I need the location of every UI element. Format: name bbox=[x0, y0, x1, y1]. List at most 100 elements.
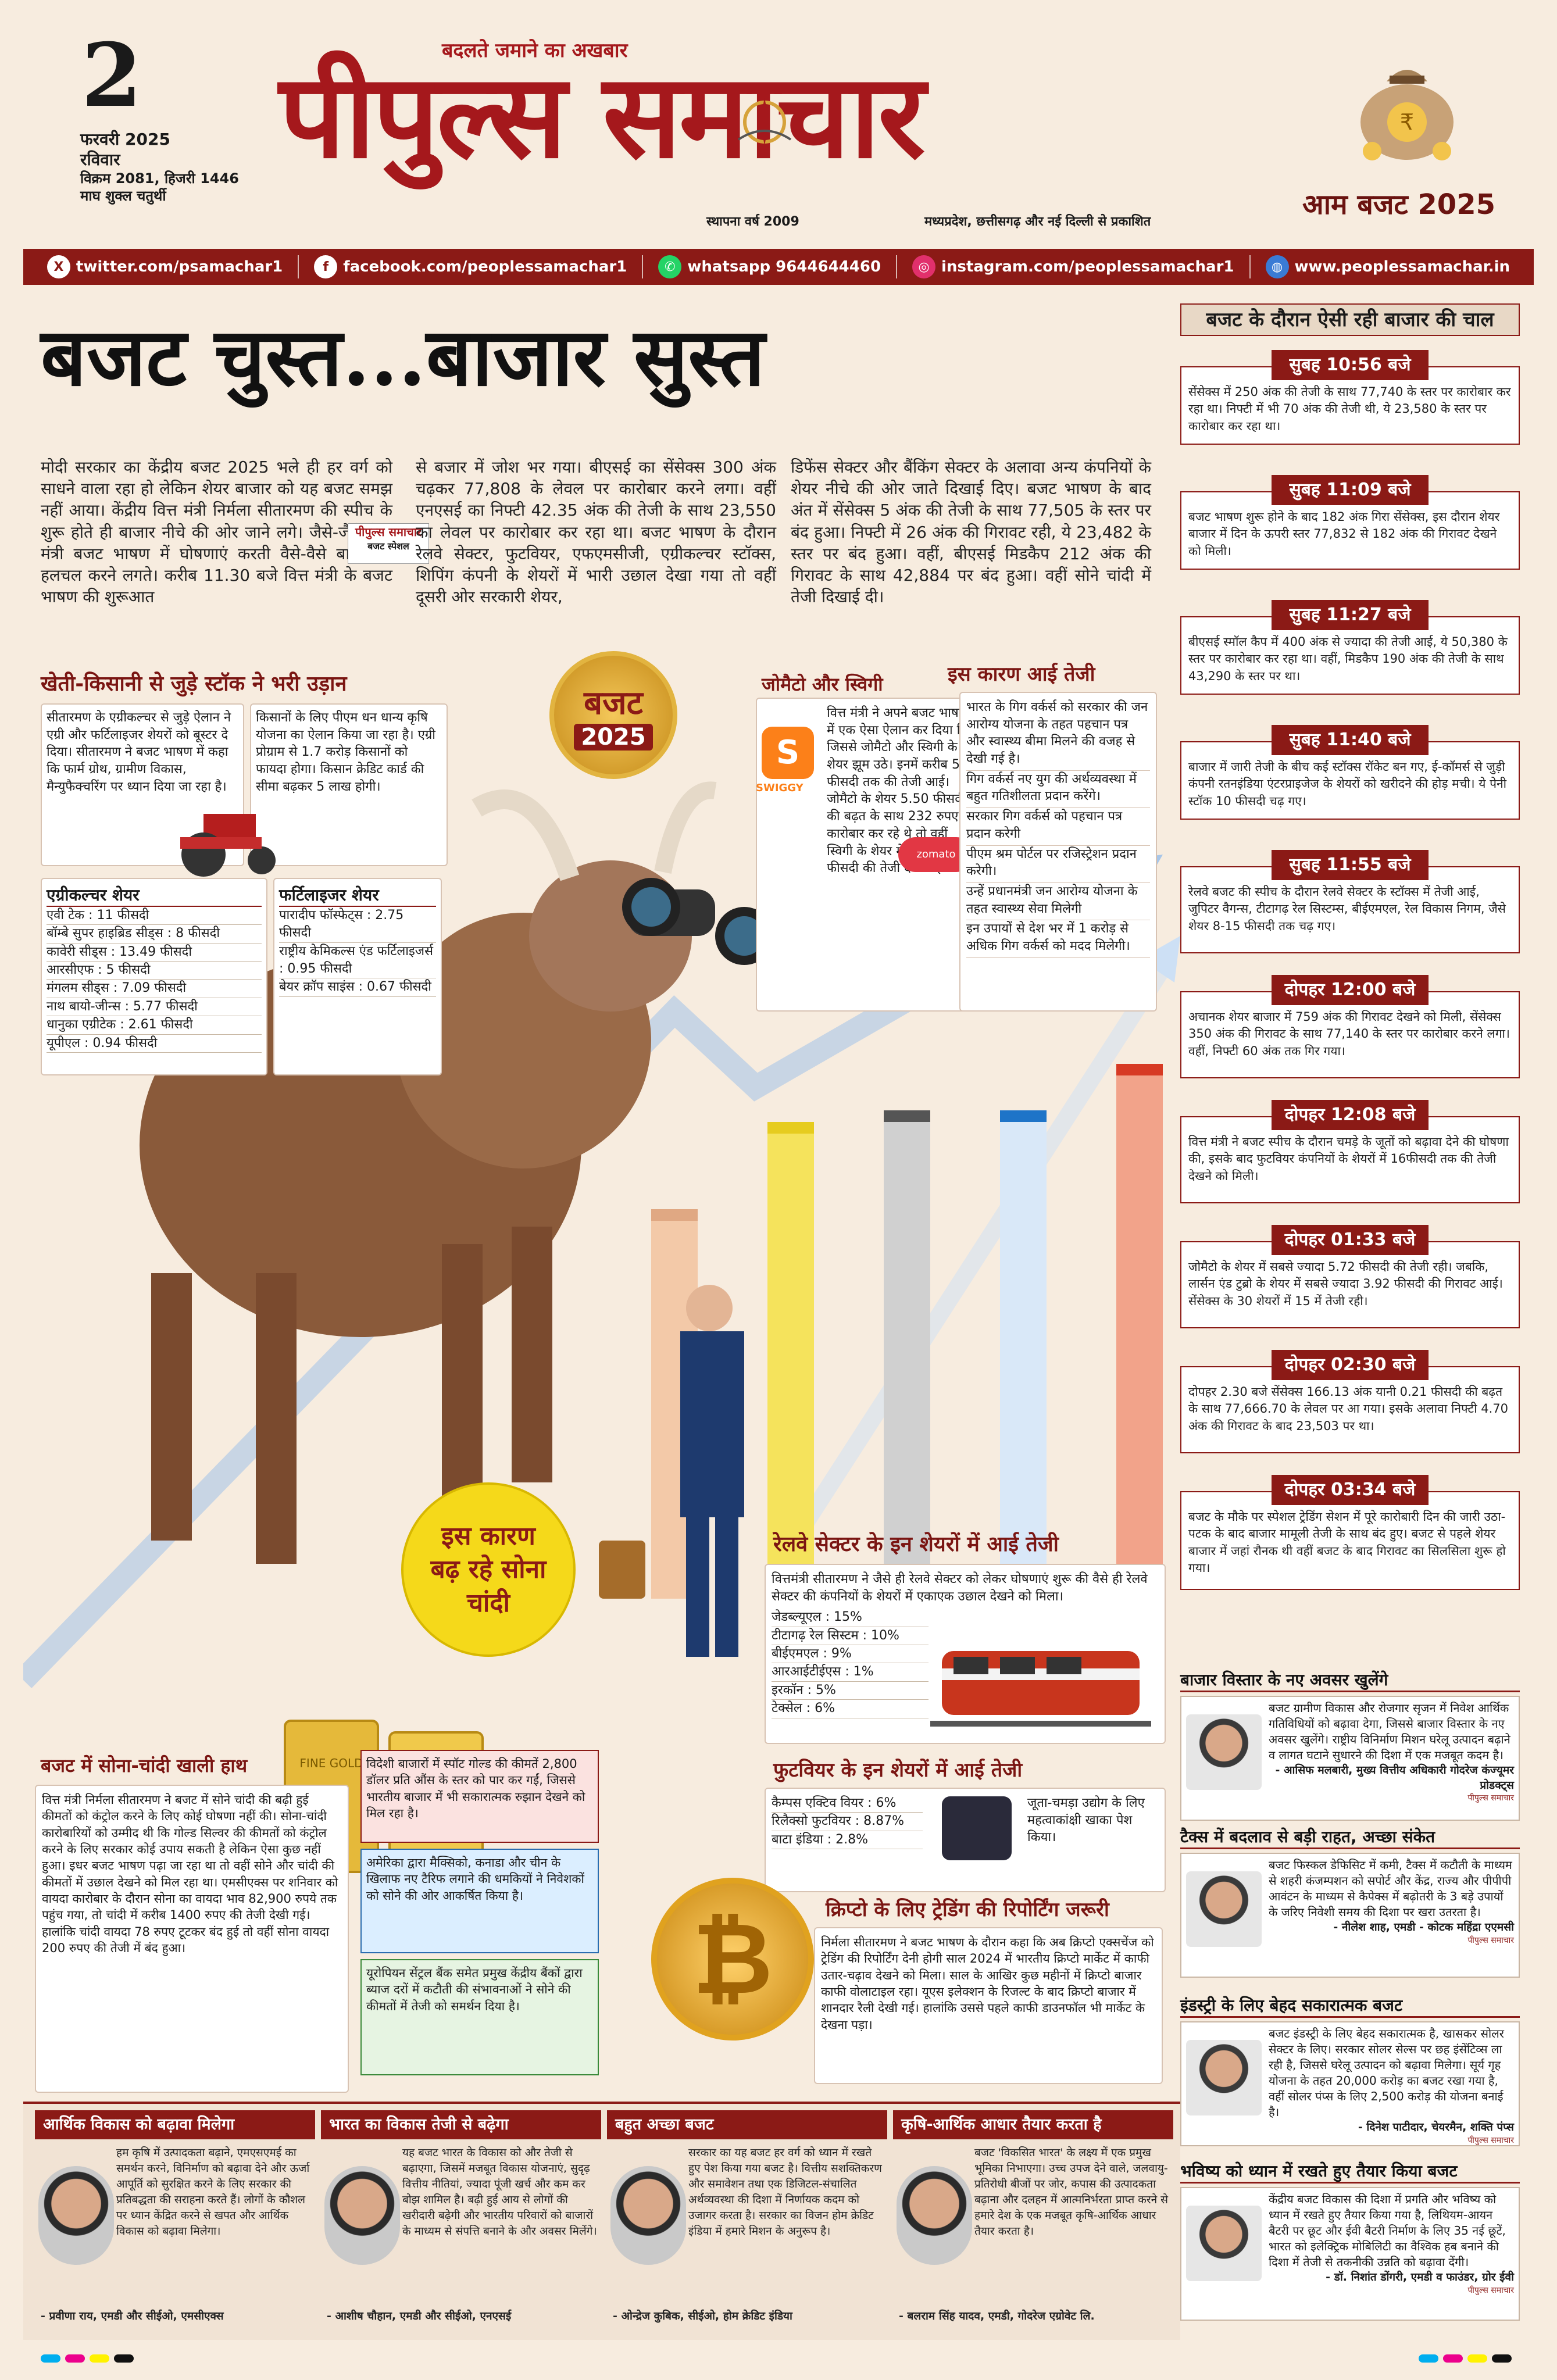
opinion-tag: पीपुल्स समाचार bbox=[1467, 1793, 1514, 1803]
timeline-time: सुबह 10:56 बजे bbox=[1272, 350, 1429, 380]
railway-share-row: आरआईटीईएस : 1% bbox=[772, 1663, 929, 1682]
opinion-block: बाजार विस्तार के नए अवसर खुलेंगे बजट ग्रा… bbox=[1180, 1668, 1520, 1821]
footer-quote-author: - प्रवीणा राय, एमडी और सीईओ, एमसीएक्स bbox=[41, 2310, 224, 2322]
avatar bbox=[1186, 1714, 1262, 1790]
opinion-tag: पीपुल्स समाचार bbox=[1467, 2135, 1514, 2145]
agri-share-box: एग्रीकल्चर शेयर एवी टेक : 11 फीसदी बॉम्बे… bbox=[41, 878, 267, 1075]
fert-share-row: राष्ट्रीय केमिकल्स एंड फर्टिलाइजर्स : 0.… bbox=[279, 943, 436, 979]
agri-share-row: एवी टेक : 11 फीसदी bbox=[47, 907, 262, 925]
timeline-entry: दोपहर 01:33 बजे जोमैटो के शेयर में सबसे ज… bbox=[1180, 1225, 1520, 1328]
footer-quote-text: हम कृषि में उत्पादकता बढ़ाने, एमएसएमई का… bbox=[116, 2146, 310, 2238]
fert-share-row: पारादीप फॉस्फेट्स : 2.75 फीसदी bbox=[279, 907, 436, 943]
opinion-body: बजट ग्रामीण विकास और रोजगार सृजन में निव… bbox=[1180, 1696, 1520, 1821]
newspaper-logo[interactable]: पीपुल्स समाचार bbox=[279, 48, 926, 184]
opinion-title: इंडस्ट्री के लिए बेहद सकारात्मक बजट bbox=[1180, 1994, 1520, 2018]
fert-share-row: बेयर क्रॉप साइंस : 0.67 फीसदी bbox=[279, 978, 436, 997]
tagline: बदलते जमाने का अखबार bbox=[442, 39, 628, 62]
gold-reason-1: विदेशी बाजारों में स्पॉट गोल्ड की कीमतें… bbox=[360, 1750, 599, 1843]
gold-text-box: वित्त मंत्री निर्मला सीतारमण ने बजट में … bbox=[35, 1785, 349, 2093]
swiggy-logo-icon: S bbox=[762, 727, 814, 779]
opinion-author: - नीलेश शाह, एमडी - कोटक महिंद्रा एएमसी bbox=[1333, 1921, 1514, 1934]
page-headline: बजट चुस्त...बाजार सुस्त bbox=[41, 309, 765, 404]
opinion-title: भविष्य को ध्यान में रखते हुए तैयार किया … bbox=[1180, 2160, 1520, 2184]
footer-quote: बहुत अच्छा बजट सरकार का यह बजट हर वर्ग को… bbox=[607, 2110, 887, 2337]
timeline-text: वित्त मंत्री ने बजट स्पीच के दौरान चमड़े… bbox=[1188, 1135, 1509, 1183]
zomato-title: जोमैटो और स्विगी bbox=[762, 673, 883, 695]
timeline-time: सुबह 11:27 बजे bbox=[1272, 600, 1429, 630]
footer-quote: भारत का विकास तेजी से बढ़ेगा यह बजट भारत … bbox=[321, 2110, 601, 2337]
logo-emblem-icon bbox=[730, 87, 799, 157]
bitcoin-icon: ₿ bbox=[651, 1878, 814, 2040]
print-mark-yellow bbox=[1467, 2354, 1487, 2363]
footwear-title: फुटवियर के इन शेयरों में आई तेजी bbox=[773, 1759, 1023, 1782]
timeline-text: रेलवे बजट की स्पीच के दौरान रेलवे सेक्टर… bbox=[1188, 885, 1506, 933]
opinion-text: बजट फिस्कल डेफिसिट में कमी, टैक्स में कट… bbox=[1269, 1858, 1512, 1919]
reason-item: इन उपायों से देश भर में 1 करोड़ से अधिक … bbox=[966, 920, 1150, 958]
agri-share-row: मंगलम सीड्स : 7.09 फीसदी bbox=[47, 980, 262, 998]
swiggy-label: SWIGGY bbox=[756, 782, 804, 794]
agri-share-row: नाथ बायो-जीन्स : 5.77 फीसदी bbox=[47, 998, 262, 1017]
reason-item: भारत के गिग वर्कर्स को सरकार की जन आरोग्… bbox=[966, 699, 1150, 771]
avatar bbox=[1186, 1871, 1262, 1947]
date-samvat: विक्रम 2081, हिजरी 1446 bbox=[80, 170, 239, 187]
facebook-icon: f bbox=[314, 255, 338, 278]
gold-title: बजट में सोना-चांदी खाली हाथ bbox=[41, 1754, 248, 1777]
timeline-entry: दोपहर 12:00 बजे अचानक शेयर बाजार में 759 … bbox=[1180, 975, 1520, 1078]
opinion-block: टैक्स में बदलाव से बड़ी राहत, अच्छा संके… bbox=[1180, 1825, 1520, 1978]
date-tithi: माघ शुक्ल चतुर्थी bbox=[80, 188, 166, 204]
footer-quote-text: यह बजट भारत के विकास को और तेजी से बढ़ाए… bbox=[402, 2146, 597, 2238]
date-weekday: रविवार bbox=[80, 150, 120, 169]
reason-item: उन्हें प्रधानमंत्री जन आरोग्य योजना के त… bbox=[966, 883, 1150, 921]
print-mark-black bbox=[1492, 2354, 1512, 2363]
social-facebook[interactable]: f facebook.com/peoplessamachar1 bbox=[314, 255, 627, 278]
tractor-icon bbox=[180, 814, 276, 877]
published-from: मध्यप्रदेश, छत्तीसगढ़ और नई दिल्ली से प्… bbox=[924, 215, 1151, 229]
reason-item: सरकार गिग वर्कर्स को पहचान पत्र प्रदान क… bbox=[966, 808, 1150, 846]
fert-share-box: फर्टिलाइजर शेयर पारादीप फॉस्फेट्स : 2.75… bbox=[273, 878, 442, 1075]
opinion-body: बजट इंडस्ट्री के लिए बेहद सकारात्मक है, … bbox=[1180, 2021, 1520, 2146]
footer-quote-title: बहुत अच्छा बजट bbox=[607, 2110, 887, 2139]
opinion-body: केंद्रीय बजट विकास की दिशा में प्रगति और… bbox=[1180, 2187, 1520, 2321]
railway-share-row: जेडब्ल्यूएल : 15% bbox=[772, 1609, 929, 1627]
footwear-share-row: कैम्पस एक्टिव वियर : 6% bbox=[772, 1795, 923, 1813]
reason-box: भारत के गिग वर्कर्स को सरकार की जन आरोग्… bbox=[959, 692, 1157, 1012]
social-instagram[interactable]: ◎ instagram.com/peoplessamachar1 bbox=[912, 255, 1234, 278]
social-whatsapp[interactable]: ✆ whatsapp 9644644460 bbox=[658, 255, 881, 278]
print-mark-magenta bbox=[1443, 2354, 1463, 2363]
lede-col-1: मोदी सरकार का केंद्रीय बजट 2025 भले ही ह… bbox=[41, 458, 392, 607]
timeline-time: सुबह 11:09 बजे bbox=[1272, 475, 1429, 505]
opinion-author: - दिनेश पाटीदार, चेयरमैन, शक्ति पंप्स bbox=[1358, 2121, 1514, 2134]
agri-share-title: एग्रीकल्चर शेयर bbox=[47, 884, 262, 907]
fert-share-list: पारादीप फॉस्फेट्स : 2.75 फीसदी राष्ट्रीय … bbox=[279, 907, 436, 997]
footer-quote-text: सरकार का यह बजट हर वर्ग को ध्यान में रखत… bbox=[688, 2146, 882, 2238]
opinion-block: इंडस्ट्री के लिए बेहद सकारात्मक बजट बजट इ… bbox=[1180, 1994, 1520, 2146]
footer-quote-title: भारत का विकास तेजी से बढ़ेगा bbox=[321, 2110, 601, 2139]
agri-share-row: कावेरी सीड्स : 13.49 फीसदी bbox=[47, 944, 262, 962]
timeline-text: बजट के मौके पर स्पेशल ट्रेडिंग सेशन में … bbox=[1188, 1510, 1506, 1575]
reason-item: गिग वर्कर्स नए युग की अर्थव्यवस्था में ब… bbox=[966, 771, 1150, 809]
social-web[interactable]: ◍ www.peoplessamachar.in bbox=[1265, 255, 1510, 278]
timeline-time: दोपहर 02:30 बजे bbox=[1272, 1350, 1429, 1380]
money-bag-icon: ₹ bbox=[1355, 35, 1459, 163]
timeline-time: दोपहर 01:33 बजे bbox=[1272, 1225, 1429, 1255]
date-day: 2 bbox=[81, 24, 142, 127]
timeline-text: बाजार में जारी तेजी के बीच कई स्टॉक्स रॉ… bbox=[1188, 760, 1507, 808]
globe-icon: ◍ bbox=[1265, 255, 1289, 278]
footer-quote: आर्थिक विकास को बढ़ावा मिलेगा हम कृषि में… bbox=[35, 2110, 315, 2337]
crypto-box: निर्मला सीतारमण ने बजट भाषण के दौरान कहा… bbox=[814, 1927, 1163, 2084]
agri-section: खेती-किसानी से जुड़े स्टॉक ने भरी उड़ान bbox=[41, 669, 442, 697]
budget-2025-badge: बजट 2025 bbox=[549, 651, 677, 779]
reason-title: इस कारण आई तेजी bbox=[948, 663, 1095, 686]
railway-share-row: टेक्सेल : 6% bbox=[772, 1700, 929, 1718]
avatar bbox=[324, 2166, 400, 2265]
train-image bbox=[930, 1651, 1151, 1727]
timeline-entry: सुबह 11:40 बजे बाजार में जारी तेजी के बीच… bbox=[1180, 725, 1520, 820]
timeline-time: दोपहर 12:08 बजे bbox=[1272, 1100, 1429, 1130]
timeline-title: बजट के दौरान ऐसी रही बाजार की चाल bbox=[1180, 303, 1520, 336]
timeline-text: दोपहर 2.30 बजे सेंसेक्स 166.13 अंक यानी … bbox=[1188, 1385, 1508, 1433]
opinion-tag: पीपुल्स समाचार bbox=[1467, 2285, 1514, 2295]
timeline-text: जोमैटो के शेयर में सबसे ज्यादा 5.72 फीसद… bbox=[1188, 1260, 1503, 1308]
agri-share-list: एवी टेक : 11 फीसदी बॉम्बे सुपर हाइब्रिड स… bbox=[47, 907, 262, 1053]
